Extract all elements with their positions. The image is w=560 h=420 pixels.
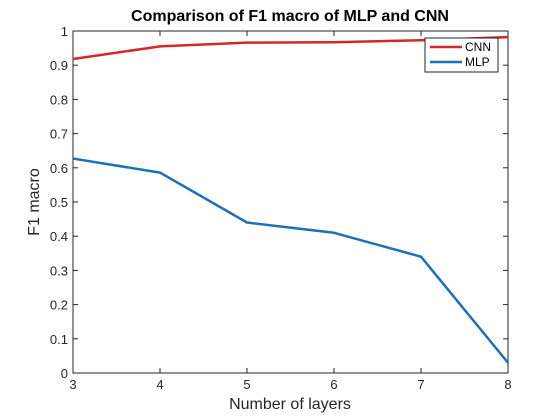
plot-area	[72, 30, 509, 374]
y-tick-label: 0.7	[50, 127, 68, 142]
y-tick-label: 0.4	[50, 229, 68, 244]
y-tick-label: 0.1	[50, 332, 68, 347]
legend-label-cnn: CNN	[465, 40, 491, 54]
x-tick-label: 5	[243, 377, 250, 392]
x-tick-label: 6	[330, 377, 337, 392]
series-line-mlp	[72, 157, 509, 364]
y-tick-label: 0.6	[50, 161, 68, 176]
x-tick-label: 3	[69, 377, 76, 392]
legend-label-mlp: MLP	[465, 55, 490, 69]
y-tick-label: 1	[61, 24, 68, 39]
x-tick-label: 4	[156, 377, 163, 392]
y-tick-label: 0.3	[50, 263, 68, 278]
x-axis-label: Number of layers	[229, 396, 351, 413]
y-tick-label: 0.2	[50, 298, 68, 313]
legend-box	[424, 37, 499, 73]
y-tick-label: 0.5	[50, 195, 68, 210]
chart-title: Comparison of F1 macro of MLP and CNN	[131, 8, 449, 25]
x-tick-label: 8	[504, 377, 511, 392]
y-axis-label: F1 macro	[26, 168, 43, 236]
x-tick-label: 7	[417, 377, 424, 392]
tick-group: 3 4 5 6 7 8 0 0.1 0.2 0.3 0.4 0.5 0.6 0.7 0.8 0.9 1	[50, 24, 512, 392]
y-tick-label: 0.9	[50, 58, 68, 73]
y-tick-label: 0.8	[50, 92, 68, 107]
y-tick-label: 0	[61, 366, 68, 381]
legend: CNN MLP	[424, 37, 499, 73]
